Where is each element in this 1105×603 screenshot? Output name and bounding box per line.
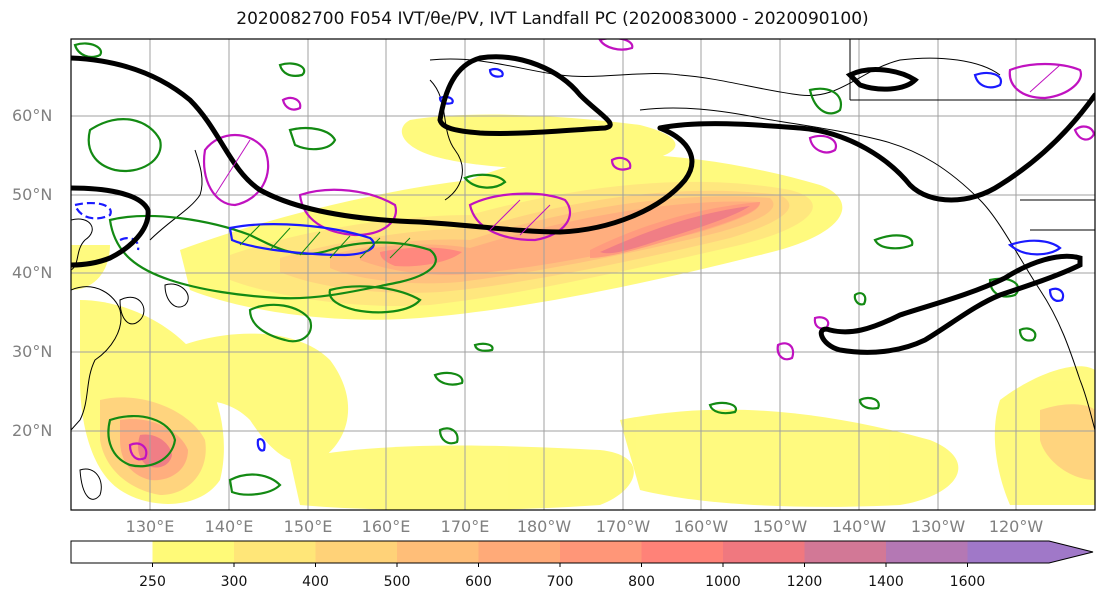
lon-label-130w: 130°W (910, 517, 966, 536)
ivt-landfall-pc-contours (71, 54, 1095, 355)
figure-title: 2020082700 F054 IVT/θe/PV, IVT Landfall … (236, 9, 869, 29)
lon-label-140w: 140°W (831, 517, 887, 536)
colorbar (70, 540, 1094, 567)
colorbar-label: 800 (628, 574, 655, 590)
lon-label-120w: 120°W (988, 517, 1044, 536)
hatch-marks-magenta (214, 64, 1061, 236)
colorbar-label: 250 (139, 574, 166, 590)
colorbar-label: 1600 (949, 574, 986, 590)
colorbar-segment (804, 541, 887, 563)
lon-label-130e: 130°E (125, 517, 175, 536)
lon-label-140e: 140°E (204, 517, 254, 536)
colorbar-label: 600 (465, 574, 492, 590)
colorbar-label: 1400 (868, 574, 904, 590)
colorbar-label: 300 (220, 574, 248, 590)
map-panel (71, 39, 1095, 510)
colorbar-label: 400 (302, 574, 329, 590)
colorbar-segment (152, 541, 235, 563)
hatch-marks (239, 224, 411, 259)
lat-label-40n: 40°N (12, 263, 53, 282)
colorbar-label: 500 (383, 574, 411, 590)
lon-label-170w: 170°W (595, 517, 651, 536)
colorbar-segment (234, 541, 316, 563)
colorbar-segment (886, 541, 968, 563)
colorbar-label: 700 (546, 574, 574, 590)
colorbar-segment (71, 541, 153, 563)
colorbar-extend-arrow (967, 541, 1093, 563)
colorbar-segment (641, 541, 724, 563)
lon-label-160w: 160°W (673, 517, 729, 536)
pv-contours-magenta (128, 39, 1095, 461)
colorbar-segment (723, 541, 805, 563)
colorbar-segment (478, 541, 561, 563)
lat-label-50n: 50°N (12, 185, 53, 204)
lon-label-170e: 170°E (440, 517, 490, 536)
colorbar-segment (397, 541, 479, 563)
theta-e-contours (73, 42, 1037, 496)
colorbar-outline (70, 540, 1094, 564)
map-frame (70, 38, 1096, 511)
lon-label-160e: 160°E (361, 517, 411, 536)
lat-label-60n: 60°N (12, 106, 53, 125)
colorbar-segment (560, 541, 642, 563)
coastlines (71, 39, 1095, 500)
colorbar-label: 1000 (705, 574, 741, 590)
lon-label-150e: 150°E (283, 517, 333, 536)
lon-label-180w: 180°W (516, 517, 572, 536)
colorbar-label: 1200 (786, 574, 823, 590)
lon-label-150w: 150°W (752, 517, 808, 536)
colorbar-segment (315, 541, 398, 563)
lat-label-30n: 30°N (12, 342, 53, 361)
lat-label-20n: 20°N (12, 421, 53, 440)
